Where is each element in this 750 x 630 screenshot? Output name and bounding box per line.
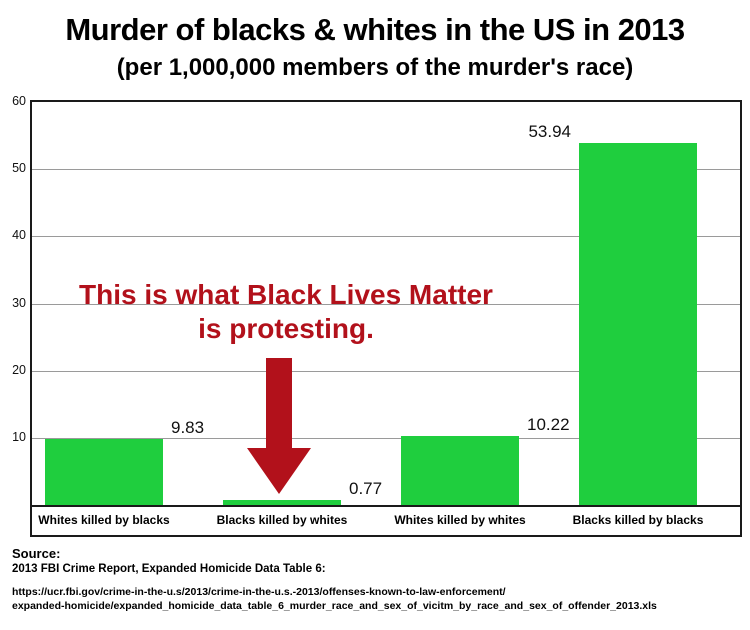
- category-axis: Whites killed by blacks Blacks killed by …: [32, 509, 740, 535]
- annotation-line2: is protesting.: [198, 312, 374, 344]
- category-label: Blacks killed by whites: [216, 513, 348, 527]
- y-axis: 10 20 30 40 50 60: [2, 94, 26, 507]
- bar-3: [401, 436, 519, 505]
- y-tick-label: 20: [12, 362, 26, 377]
- source-url: https://ucr.fbi.gov/crime-in-the-u.s/201…: [12, 585, 742, 613]
- value-label: 10.22: [527, 415, 570, 435]
- source-block: Source: 2013 FBI Crime Report, Expanded …: [12, 546, 742, 613]
- chart-area: 9.83 0.77 10.22 53.94 Whites killed by blac…: [30, 100, 742, 537]
- gridline: [32, 236, 740, 238]
- bar-1: [45, 439, 163, 505]
- chart-title: Murder of blacks & whites in the US in 2…: [65, 12, 685, 47]
- gridline: [32, 437, 740, 439]
- annotation: This is what Black Lives Matter is prote…: [6, 278, 566, 345]
- gridline: [32, 370, 740, 372]
- value-label: 9.83: [171, 418, 205, 437]
- y-tick-label: 10: [12, 429, 26, 444]
- value-label: 53.94: [528, 121, 571, 141]
- plot-area: 9.83 0.77 10.22 53.94: [32, 102, 740, 507]
- category-label: Whites killed by whites: [394, 513, 526, 527]
- category-label: Whites killed by blacks: [38, 513, 170, 527]
- down-arrow-icon: [247, 358, 311, 494]
- y-tick-label: 60: [12, 94, 26, 108]
- source-url-line2: expanded-homicide/expanded_homicide_data…: [12, 600, 657, 613]
- chart-subtitle: (per 1,000,000 members of the murder's r…: [116, 54, 634, 81]
- category-label: Blacks killed by blacks: [572, 513, 704, 527]
- source-label: Source:: [12, 546, 61, 561]
- gridline: [32, 169, 740, 171]
- y-tick-label: 30: [12, 295, 26, 310]
- source-url-line1: https://ucr.fbi.gov/crime-in-the-u.s/201…: [12, 586, 506, 598]
- y-tick-label: 40: [12, 228, 26, 243]
- source-citation: 2013 FBI Crime Report, Expanded Homicide…: [12, 563, 326, 575]
- value-label: 0.77: [349, 478, 383, 498]
- down-arrow-shape: [247, 358, 311, 494]
- annotation-line1: This is what Black Lives Matter: [79, 279, 493, 310]
- gridline: [32, 303, 740, 305]
- bar-2: [223, 499, 341, 505]
- bar-4: [579, 142, 697, 505]
- y-tick-label: 50: [12, 161, 26, 176]
